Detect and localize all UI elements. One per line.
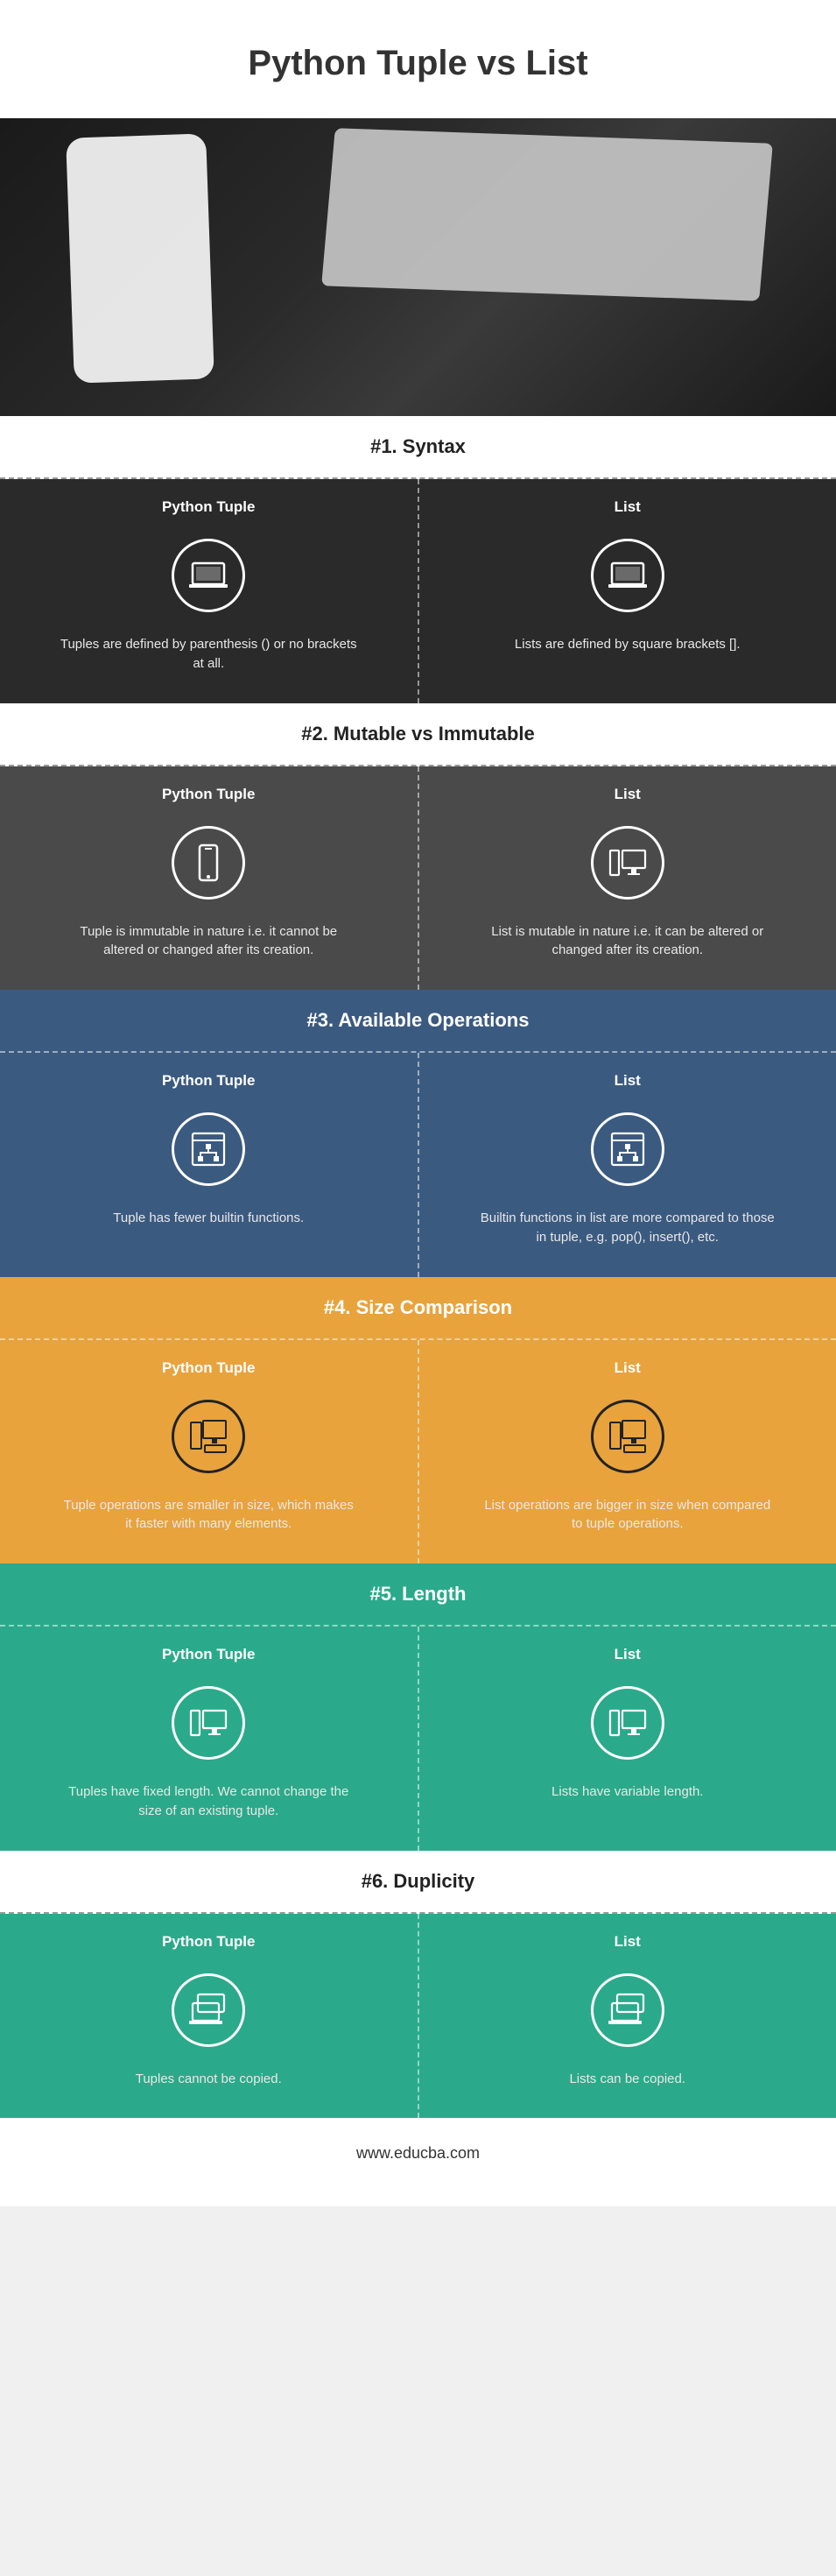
column-label: Python Tuple bbox=[26, 1646, 391, 1663]
sections-container: #1. Syntax Python Tuple Tuples are defined… bbox=[0, 416, 836, 2118]
comparison-cell-right: List Lists can be copied. bbox=[419, 1914, 836, 2119]
section-heading: #2. Mutable vs Immutable bbox=[0, 703, 836, 766]
column-label: List bbox=[446, 1072, 811, 1090]
comparison-text: Lists are defined by square brackets []. bbox=[479, 635, 776, 654]
comparison-text: List is mutable in nature i.e. it can be… bbox=[479, 922, 776, 961]
section-heading: #5. Length bbox=[0, 1563, 836, 1627]
comparison-cell-right: List Builtin functions in list are more c… bbox=[419, 1053, 836, 1277]
comparison-cell-right: List List is mutable in nature i.e. it ca… bbox=[419, 766, 836, 991]
comparison-cell-left: Python Tuple Tuples cannot be copied. bbox=[0, 1914, 419, 2119]
desktop-pair-icon bbox=[591, 826, 664, 900]
page: Python Tuple vs List #1. SyntaxPython Tu… bbox=[0, 0, 836, 2206]
comparison-text: Lists have variable length. bbox=[479, 1782, 776, 1802]
section-heading: #1. Syntax bbox=[0, 416, 836, 479]
comparison-row: Python Tuple Tuple has fewer builtin func… bbox=[0, 1053, 836, 1277]
footer-url: www.educba.com bbox=[0, 2118, 836, 2206]
comparison-row: Python Tuple Tuple is immutable in nature… bbox=[0, 766, 836, 991]
comparison-section: #4. Size Comparison Python Tuple Tuple ope… bbox=[0, 1277, 836, 1564]
column-label: Python Tuple bbox=[26, 1933, 391, 1951]
comparison-cell-right: List Lists have variable length. bbox=[419, 1627, 836, 1851]
comparison-text: Tuple is immutable in nature i.e. it can… bbox=[60, 922, 357, 961]
comparison-cell-left: Python Tuple Tuples have fixed length. We… bbox=[0, 1627, 419, 1851]
comparison-text: Tuples cannot be copied. bbox=[60, 2070, 357, 2089]
column-label: Python Tuple bbox=[26, 786, 391, 803]
devices-icon bbox=[172, 1400, 245, 1473]
comparison-text: Tuple has fewer builtin functions. bbox=[60, 1209, 357, 1228]
comparison-section: #6. Duplicity Python Tuple Tuples cannot b… bbox=[0, 1851, 836, 2119]
comparison-section: #5. Length Python Tuple Tuples have fixed … bbox=[0, 1563, 836, 1851]
laptops-stack-icon bbox=[591, 1973, 664, 2047]
section-heading: #3. Available Operations bbox=[0, 990, 836, 1053]
comparison-row: Python Tuple Tuple operations are smaller… bbox=[0, 1340, 836, 1564]
comparison-text: Tuples are defined by parenthesis () or … bbox=[60, 635, 357, 674]
desktop-pair-icon bbox=[172, 1686, 245, 1760]
comparison-row: Python Tuple Tuples cannot be copied. List… bbox=[0, 1914, 836, 2119]
column-label: List bbox=[446, 1359, 811, 1377]
comparison-text: Tuples have fixed length. We cannot chan… bbox=[60, 1782, 357, 1821]
laptops-stack-icon bbox=[172, 1973, 245, 2047]
comparison-row: Python Tuple Tuples have fixed length. We… bbox=[0, 1627, 836, 1851]
phone-icon bbox=[172, 826, 245, 900]
laptop-icon bbox=[591, 539, 664, 612]
title-block: Python Tuple vs List bbox=[0, 0, 836, 118]
column-label: Python Tuple bbox=[26, 1359, 391, 1377]
devices-icon bbox=[591, 1400, 664, 1473]
window-tree-icon bbox=[172, 1112, 245, 1186]
comparison-cell-left: Python Tuple Tuple operations are smaller… bbox=[0, 1340, 419, 1564]
comparison-row: Python Tuple Tuples are defined by parent… bbox=[0, 479, 836, 703]
column-label: Python Tuple bbox=[26, 498, 391, 516]
section-heading: #4. Size Comparison bbox=[0, 1277, 836, 1340]
column-label: List bbox=[446, 498, 811, 516]
comparison-text: Lists can be copied. bbox=[479, 2070, 776, 2089]
comparison-text: Builtin functions in list are more compa… bbox=[479, 1209, 776, 1247]
window-tree-icon bbox=[591, 1112, 664, 1186]
hero-image bbox=[0, 118, 836, 416]
laptop-icon bbox=[172, 539, 245, 612]
section-heading: #6. Duplicity bbox=[0, 1851, 836, 1914]
desktop-pair-icon bbox=[591, 1686, 664, 1760]
comparison-section: #2. Mutable vs Immutable Python Tuple Tupl… bbox=[0, 703, 836, 991]
comparison-text: Tuple operations are smaller in size, wh… bbox=[60, 1496, 357, 1535]
page-title: Python Tuple vs List bbox=[18, 44, 818, 83]
column-label: List bbox=[446, 1646, 811, 1663]
comparison-text: List operations are bigger in size when … bbox=[479, 1496, 776, 1535]
comparison-cell-left: Python Tuple Tuple is immutable in nature… bbox=[0, 766, 419, 991]
column-label: List bbox=[446, 1933, 811, 1951]
comparison-cell-right: List List operations are bigger in size w… bbox=[419, 1340, 836, 1564]
comparison-cell-left: Python Tuple Tuple has fewer builtin func… bbox=[0, 1053, 419, 1277]
column-label: Python Tuple bbox=[26, 1072, 391, 1090]
comparison-section: #3. Available Operations Python Tuple Tupl… bbox=[0, 990, 836, 1277]
column-label: List bbox=[446, 786, 811, 803]
comparison-section: #1. Syntax Python Tuple Tuples are defined… bbox=[0, 416, 836, 703]
comparison-cell-left: Python Tuple Tuples are defined by parent… bbox=[0, 479, 419, 703]
comparison-cell-right: List Lists are defined by square brackets… bbox=[419, 479, 836, 703]
